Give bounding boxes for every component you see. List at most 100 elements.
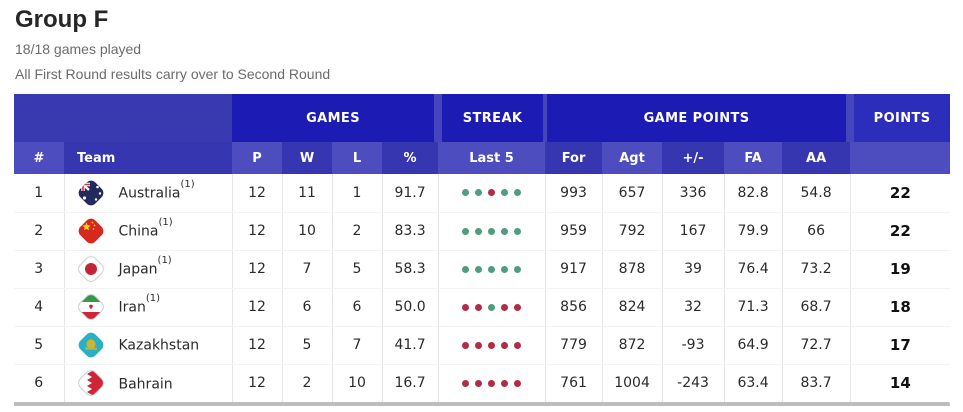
table-row-iran: 4 Iran(1) 12 6 6 5 <box>14 288 951 327</box>
carry-over-note: All First Round results carry over to Se… <box>15 65 331 82</box>
points-against-cell: 657 <box>602 174 663 213</box>
loss-dot-icon <box>501 341 509 349</box>
table-row-china: 2 China(1) 12 10 2 <box>14 212 951 251</box>
flag-kazakhstan-icon <box>75 330 106 361</box>
group-header-row: GAMES STREAK GAME POINTS POINTS <box>14 94 951 143</box>
team-cell[interactable]: Bahrain <box>64 364 233 403</box>
last5-streak-cell <box>438 212 546 251</box>
col-header-percentage: % <box>382 142 439 175</box>
team-note: (1) <box>158 217 173 229</box>
win-dot-icon <box>501 227 509 235</box>
col-header-played: P <box>232 142 282 175</box>
standings-table: GAMES STREAK GAME POINTS POINTS # Team P… <box>14 94 951 407</box>
page-header: Group F 18/18 games played All First Rou… <box>0 0 963 84</box>
last5-streak-cell <box>438 288 546 327</box>
column-header-row: # Team P W L % Last 5 For Agt +/- FA AA <box>14 142 951 175</box>
wins-cell: 10 <box>282 212 333 251</box>
rank-cell: 2 <box>14 212 65 251</box>
fa-cell: 79.9 <box>724 212 783 251</box>
loss-dot-icon <box>514 303 522 311</box>
team-name-link[interactable]: Iran <box>118 300 146 317</box>
loss-dot-icon <box>475 379 483 387</box>
aa-cell: 66 <box>782 212 851 251</box>
col-header-for: For <box>545 142 603 175</box>
win-dot-icon <box>501 189 509 197</box>
group-header-game-points: GAME POINTS <box>543 94 851 143</box>
aa-cell: 72.7 <box>782 326 851 365</box>
loss-dot-icon <box>462 379 470 387</box>
win-dot-icon <box>514 265 522 273</box>
table-row-kazakhstan: 5 Kazakhstan 12 5 7 41.7 779 <box>14 326 951 365</box>
percentage-cell: 83.3 <box>382 212 439 251</box>
played-cell: 12 <box>232 288 283 327</box>
loss-dot-icon <box>475 341 483 349</box>
team-name-link[interactable]: Bahrain <box>118 376 173 393</box>
aa-cell: 54.8 <box>782 174 851 213</box>
loss-dot-icon <box>501 303 509 311</box>
team-name-link[interactable]: Japan <box>118 262 158 279</box>
plusminus-cell: 39 <box>662 250 725 289</box>
points-cell: 22 <box>850 174 951 213</box>
win-dot-icon <box>475 265 483 273</box>
win-dot-icon <box>462 265 470 273</box>
page-title: Group F <box>15 6 109 33</box>
group-header-streak: STREAK <box>434 94 546 143</box>
games-played-status: 18/18 games played <box>15 40 142 57</box>
points-cell: 22 <box>850 212 951 251</box>
last5-streak-cell <box>438 364 546 403</box>
flag-iran-icon <box>75 292 106 323</box>
team-cell[interactable]: Iran(1) <box>64 288 233 327</box>
last5-streak-cell <box>438 326 546 365</box>
team-cell[interactable]: China(1) <box>64 212 233 251</box>
win-dot-icon <box>475 227 483 235</box>
plusminus-cell: 32 <box>662 288 725 327</box>
col-header-last5: Last 5 <box>438 142 546 175</box>
col-header-points-spacer <box>850 142 951 175</box>
loss-dot-icon <box>501 379 509 387</box>
table-row-japan: 3 Japan(1) 12 7 5 58.3 917 878 39 76.4 7… <box>14 250 951 289</box>
losses-cell: 2 <box>332 212 383 251</box>
win-dot-icon <box>462 189 470 197</box>
win-dot-icon <box>488 227 496 235</box>
fa-cell: 71.3 <box>724 288 783 327</box>
team-note: (1) <box>180 179 195 191</box>
col-header-rank: # <box>14 142 64 175</box>
team-name-link[interactable]: China <box>118 224 159 241</box>
col-header-plusminus: +/- <box>662 142 725 175</box>
loss-dot-icon <box>488 189 496 197</box>
fa-cell: 64.9 <box>724 326 783 365</box>
team-cell[interactable]: Japan(1) <box>64 250 233 289</box>
points-against-cell: 872 <box>602 326 663 365</box>
points-against-cell: 824 <box>602 288 663 327</box>
team-cell[interactable]: Australia(1) <box>64 174 233 213</box>
wins-cell: 2 <box>282 364 333 403</box>
loss-dot-icon <box>514 379 522 387</box>
played-cell: 12 <box>232 250 283 289</box>
team-name-link[interactable]: Australia <box>118 185 181 202</box>
team-name-link[interactable]: Kazakhstan <box>118 338 200 355</box>
col-header-against: Agt <box>602 142 663 175</box>
win-dot-icon <box>488 303 496 311</box>
plusminus-cell: 167 <box>662 212 725 251</box>
last5-streak-cell <box>438 174 546 213</box>
group-header-points: POINTS <box>846 94 951 143</box>
team-cell[interactable]: Kazakhstan <box>64 326 233 365</box>
percentage-cell: 16.7 <box>382 364 439 403</box>
loss-dot-icon <box>488 341 496 349</box>
wins-cell: 11 <box>282 174 333 213</box>
points-for-cell: 959 <box>545 212 603 251</box>
rank-cell: 6 <box>14 364 65 403</box>
table-row-australia: 1 Australia(1) <box>14 174 951 213</box>
percentage-cell: 41.7 <box>382 326 439 365</box>
played-cell: 12 <box>232 364 283 403</box>
fa-cell: 63.4 <box>724 364 783 403</box>
loss-dot-icon <box>514 341 522 349</box>
points-for-cell: 761 <box>545 364 603 403</box>
loss-dot-icon <box>462 303 470 311</box>
points-cell: 18 <box>850 288 951 327</box>
points-cell: 19 <box>850 250 951 289</box>
col-header-wins: W <box>282 142 332 175</box>
losses-cell: 7 <box>332 326 383 365</box>
losses-cell: 6 <box>332 288 383 327</box>
percentage-cell: 58.3 <box>382 250 439 289</box>
